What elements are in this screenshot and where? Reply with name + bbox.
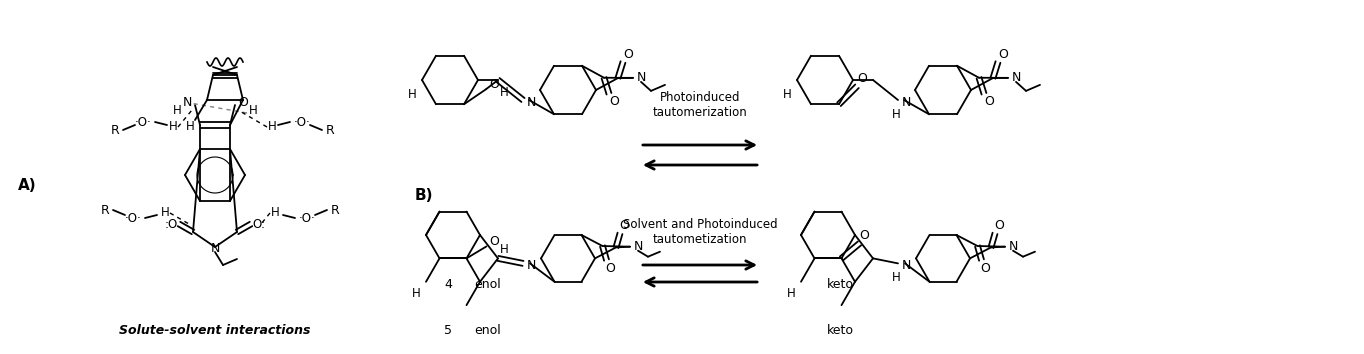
Text: N: N — [210, 241, 220, 255]
Text: H: H — [270, 206, 280, 219]
Text: N: N — [902, 259, 911, 272]
Text: O: O — [619, 219, 629, 232]
Text: N: N — [527, 259, 536, 272]
Text: :O: :O — [165, 217, 177, 230]
Text: O: O — [857, 72, 868, 85]
Text: A): A) — [18, 177, 37, 193]
Text: 5: 5 — [445, 324, 451, 337]
Text: R: R — [326, 124, 334, 137]
Text: H: H — [161, 206, 169, 219]
Text: N: N — [527, 97, 536, 109]
Text: O: O — [859, 229, 869, 242]
Text: H: H — [267, 120, 277, 133]
Text: O: O — [983, 95, 994, 108]
Text: keto: keto — [827, 279, 854, 291]
Text: O: O — [610, 95, 619, 108]
Text: R: R — [110, 124, 120, 137]
Text: H: H — [783, 88, 791, 102]
Text: N: N — [637, 72, 645, 84]
Text: H: H — [173, 103, 181, 116]
Text: O: O — [490, 235, 499, 248]
Text: enol: enol — [475, 324, 502, 337]
Text: O: O — [490, 78, 499, 91]
Text: O: O — [981, 262, 990, 274]
Text: H: H — [186, 120, 195, 133]
Text: O:: O: — [252, 217, 266, 230]
Text: O: O — [623, 47, 633, 61]
Text: R: R — [101, 204, 109, 217]
Text: H: H — [412, 287, 420, 300]
Text: N: N — [1011, 72, 1020, 84]
Text: N: N — [183, 96, 192, 108]
Text: B): B) — [415, 188, 434, 202]
Text: ·O·: ·O· — [135, 115, 151, 129]
Text: O: O — [998, 47, 1008, 61]
Text: H: H — [169, 120, 177, 133]
Text: O: O — [994, 219, 1004, 232]
Text: H: H — [892, 108, 900, 120]
Text: H: H — [248, 103, 258, 116]
Text: O: O — [239, 96, 248, 108]
Text: ·O·: ·O· — [293, 115, 311, 129]
Text: Solute-solvent interactions: Solute-solvent interactions — [119, 324, 311, 337]
Text: Photoinduced
tautomerization: Photoinduced tautomerization — [652, 91, 747, 119]
Text: Solvent and Photoinduced
tautometization: Solvent and Photoinduced tautometization — [623, 218, 777, 246]
Text: H: H — [892, 271, 900, 284]
Text: 4: 4 — [445, 279, 451, 291]
Text: H: H — [787, 287, 795, 300]
Text: ·O·: ·O· — [299, 211, 315, 224]
Text: H: H — [408, 88, 416, 102]
Text: N: N — [633, 240, 642, 253]
Text: N: N — [1008, 240, 1018, 253]
Text: H: H — [499, 86, 509, 99]
Text: N: N — [902, 97, 911, 109]
Text: enol: enol — [475, 279, 502, 291]
Text: R: R — [330, 204, 340, 217]
Text: ·O·: ·O· — [124, 211, 142, 224]
Text: keto: keto — [827, 324, 854, 337]
Text: O: O — [606, 262, 615, 274]
Text: H: H — [501, 243, 509, 256]
